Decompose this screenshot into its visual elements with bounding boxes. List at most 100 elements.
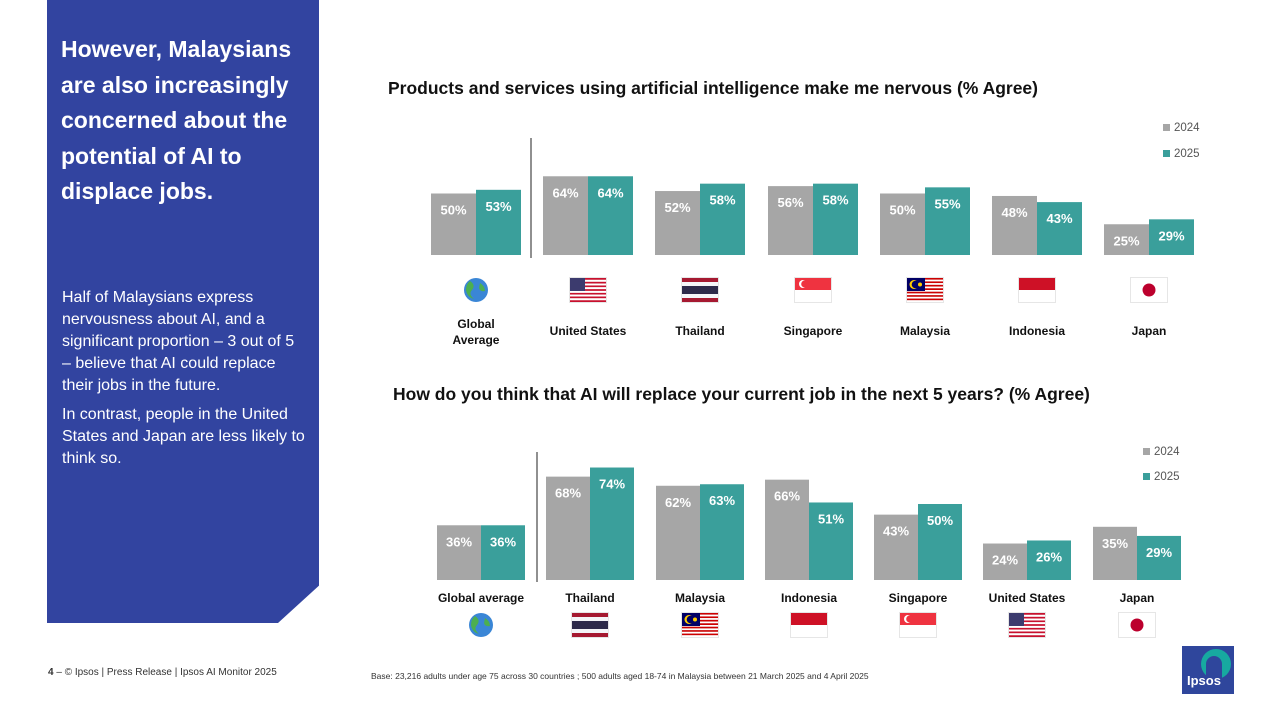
chart1-legend-2024: 2024 (1174, 122, 1200, 134)
chart2-legend-swatch-2025 (1143, 473, 1150, 480)
chart2-data-label-2025-6: 29% (1146, 545, 1172, 560)
chart2-data-label-2024-1: 68% (555, 486, 581, 501)
chart1-bar-2025-2 (700, 183, 745, 255)
chart2-bar-2025-1 (590, 467, 634, 580)
chart1-data-label-2025-2: 58% (709, 193, 735, 208)
chart2-category-label-2: Malaysia (675, 591, 725, 605)
chart2-bar-2024-1 (546, 476, 590, 580)
chart2-data-label-2025-5: 26% (1036, 549, 1062, 564)
chart-title-nervous: Products and services using artificial i… (388, 78, 1038, 98)
chart1-data-label-2025-4: 55% (934, 196, 960, 211)
chart1-data-label-2024-3: 56% (777, 195, 803, 210)
chart1-bar-2024-6 (1104, 224, 1149, 255)
chart2-data-label-2024-0: 36% (446, 534, 472, 549)
flag-thailand-icon (571, 612, 609, 638)
chart1-data-label-2025-0: 53% (485, 199, 511, 214)
chart1-category-label-0: Global Average (453, 317, 500, 347)
chart2-data-label-2025-2: 63% (709, 493, 735, 508)
chart2-category-label-0: Global average (438, 591, 524, 605)
chart2-data-label-2024-5: 24% (992, 553, 1018, 568)
chart-title-replace-job: How do you think that AI will replace yo… (393, 384, 1090, 404)
chart1-category-label-4: Malaysia (900, 324, 950, 338)
chart2-legend-2024: 2024 (1154, 446, 1180, 458)
chart2-bar-2025-5 (1027, 540, 1071, 580)
logo-text: Ipsos (1187, 673, 1221, 688)
flag-us-icon (1008, 612, 1046, 638)
base-footnote: Base: 23,216 adults under age 75 across … (371, 671, 869, 681)
chart1-bar-2024-1 (543, 176, 588, 255)
chart1-category-label-1: United States (550, 324, 627, 338)
chart2-data-label-2024-6: 35% (1102, 536, 1128, 551)
chart1-data-label-2024-5: 48% (1001, 205, 1027, 220)
chart1-data-label-2024-2: 52% (664, 200, 690, 215)
chart1-data-label-2024-0: 50% (440, 203, 466, 218)
chart1-data-label-2025-3: 58% (822, 193, 848, 208)
chart2-bar-2024-3 (765, 479, 809, 580)
chart1-bar-2025-6 (1149, 219, 1194, 255)
chart2-data-label-2024-4: 43% (883, 524, 909, 539)
chart1-category-label-2: Thailand (675, 324, 724, 338)
page-number: 4 (48, 667, 54, 678)
chart2-data-label-2024-2: 62% (665, 495, 691, 510)
chart2-bar-2024-0 (437, 525, 481, 580)
flag-singapore-icon (899, 612, 937, 638)
flag-malaysia-icon (906, 277, 944, 303)
chart2-bar-2024-2 (656, 485, 700, 580)
body-paragraph-2: In contrast, people in the United States… (62, 406, 305, 467)
body-paragraph-1: Half of Malaysians express nervousness a… (62, 289, 295, 394)
chart2-category-label-3: Indonesia (781, 591, 837, 605)
chart1-category-label-3: Singapore (784, 324, 843, 338)
body-text: Half of Malaysians express nervousness a… (62, 287, 307, 477)
chart1-data-label-2024-1: 64% (552, 185, 578, 200)
chart2-bar-2025-6 (1137, 535, 1181, 580)
chart1-bar-2024-4 (880, 193, 925, 255)
chart2-category-label-1: Thailand (565, 591, 614, 605)
side-panel: However, Malaysians are also increasingl… (47, 0, 319, 623)
logo-mark-cutout (1206, 656, 1222, 680)
chart2-bar-2025-3 (809, 502, 853, 580)
globe-icon (469, 613, 493, 637)
chart1-bar-2025-0 (476, 189, 521, 255)
chart1-legend-2025: 2025 (1174, 148, 1200, 160)
chart1-bar-2024-5 (992, 195, 1037, 255)
chart1-data-label-2025-5: 43% (1046, 211, 1072, 226)
chart1-data-label-2024-4: 50% (889, 203, 915, 218)
chart2-data-label-2025-0: 36% (490, 534, 516, 549)
footer: 4 – © Ipsos | Press Release | Ipsos AI M… (48, 667, 277, 678)
chart1-bar-2025-5 (1037, 202, 1082, 255)
chart2-category-label-4: Singapore (889, 591, 948, 605)
chart1-bar-2025-1 (588, 176, 633, 255)
flag-japan-icon (1130, 277, 1168, 303)
chart2-data-label-2025-4: 50% (927, 513, 953, 528)
flag-indonesia-icon (790, 612, 828, 638)
chart1-legend-swatch-2025 (1163, 150, 1170, 157)
chart2-bar-2025-4 (918, 504, 962, 580)
page-separator: – (53, 667, 65, 678)
chart1-category-label-6: Japan (1132, 324, 1167, 338)
chart2-bar-2024-4 (874, 514, 918, 580)
headline: However, Malaysians are also increasingl… (61, 36, 292, 204)
chart1-data-label-2025-6: 29% (1158, 228, 1184, 243)
flag-thailand-icon (681, 277, 719, 303)
chart2-bar-2025-0 (481, 525, 525, 580)
chart2-data-label-2024-3: 66% (774, 489, 800, 504)
chart1-bar-2024-2 (655, 191, 700, 255)
chart1-category-label-5: Indonesia (1009, 324, 1065, 338)
chart2-bar-2024-6 (1093, 526, 1137, 580)
chart2-legend-2025: 2025 (1154, 471, 1180, 483)
chart1-data-label-2025-1: 64% (597, 185, 623, 200)
flag-us-icon (569, 277, 607, 303)
flag-malaysia-icon (681, 612, 719, 638)
chart2-bar-2024-5 (983, 543, 1027, 580)
globe-icon (464, 278, 488, 302)
flag-japan-icon (1118, 612, 1156, 638)
flag-indonesia-icon (1018, 277, 1056, 303)
chart1-bar-2025-4 (925, 187, 970, 255)
chart1-bar-2025-3 (813, 183, 858, 255)
chart2-bar-2025-2 (700, 484, 744, 580)
chart2-data-label-2025-3: 51% (818, 511, 844, 526)
chart2-data-label-2025-1: 74% (599, 477, 625, 492)
chart2-category-label-6: Japan (1120, 591, 1155, 605)
chart1-data-label-2024-6: 25% (1113, 233, 1139, 248)
